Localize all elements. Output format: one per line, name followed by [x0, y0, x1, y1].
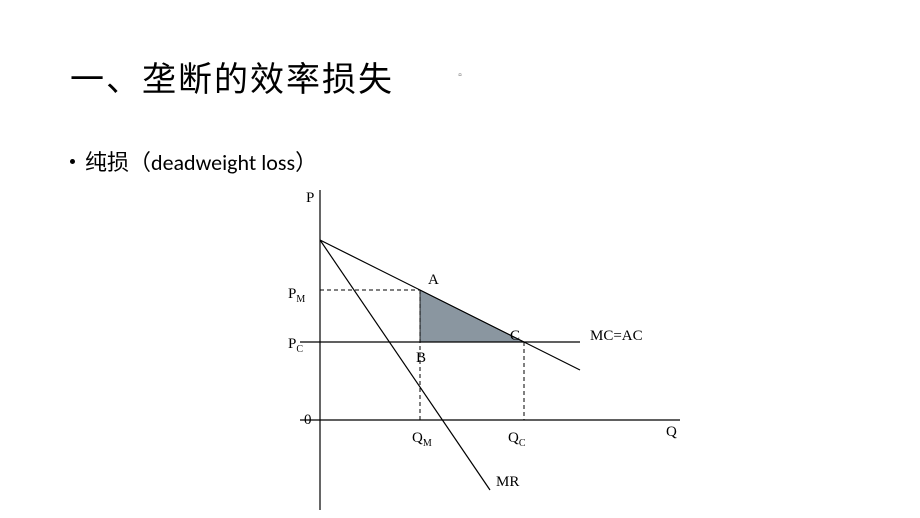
curve-label-mcac: MC=AC [590, 328, 643, 344]
qty-label-qm: QM [412, 430, 432, 449]
qty-label-qc: QC [508, 430, 526, 449]
mr-line [320, 240, 490, 490]
slide-title: 一、垄断的效率损失 [70, 52, 394, 101]
price-label-pc: PC [288, 336, 303, 355]
point-label-c: C [510, 328, 520, 344]
axis-label-q: Q [666, 424, 677, 440]
bullet-text: 纯损（deadweight loss） [85, 145, 317, 177]
center-marker: ▫ [457, 70, 463, 76]
price-label-pm: PM [288, 286, 305, 305]
deadweight-loss-chart: P Q 0 A B C MR MC=AC PM PC QM QC [260, 190, 720, 510]
curve-label-mr: MR [496, 474, 519, 490]
bullet-item: 纯损（deadweight loss） [70, 145, 317, 177]
point-label-a: A [428, 272, 439, 288]
demand-line [320, 240, 580, 370]
axis-label-p: P [306, 190, 314, 206]
bullet-dot-icon [70, 159, 75, 164]
point-label-b: B [416, 350, 426, 366]
origin-label: 0 [304, 412, 312, 428]
